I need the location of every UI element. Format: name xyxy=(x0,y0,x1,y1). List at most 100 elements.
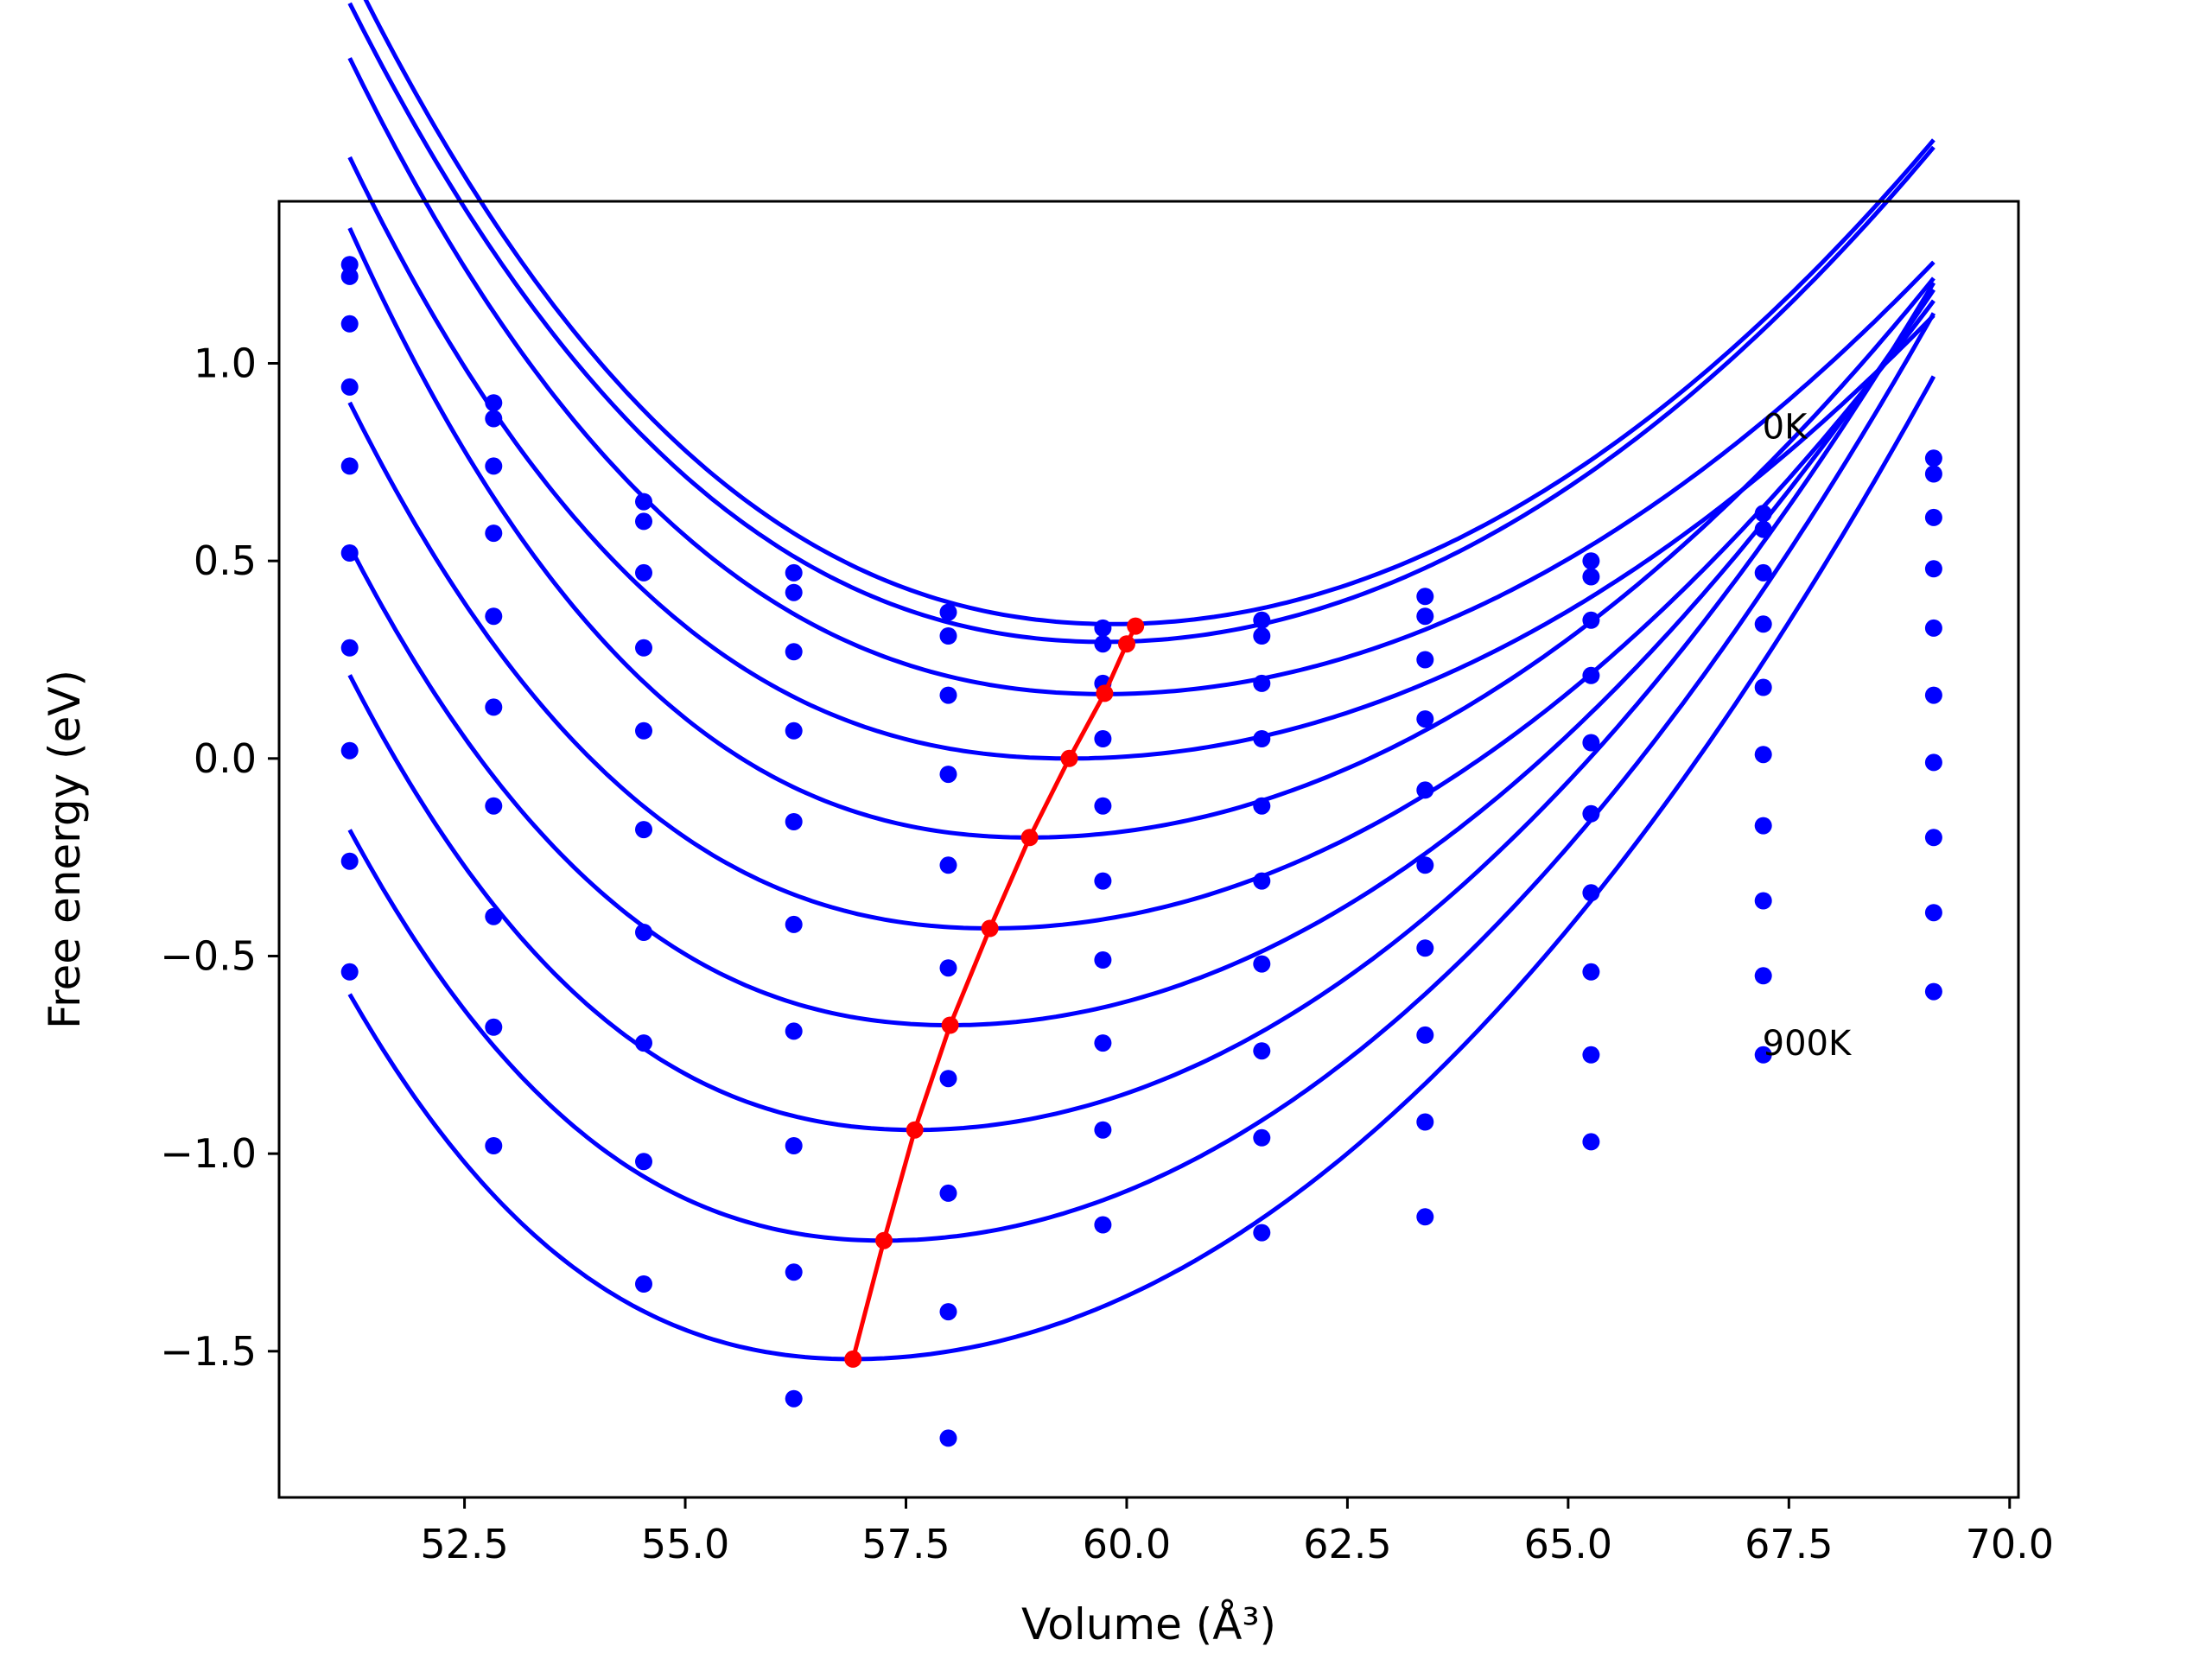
data-point-s8-1 xyxy=(340,741,359,760)
data-point-s8-9 xyxy=(1582,963,1600,981)
data-point-s3-10 xyxy=(1754,563,1772,582)
data-point-s7-5 xyxy=(939,1070,957,1088)
data-point-s5-10 xyxy=(1754,678,1772,696)
y-tick-label-3: −0.5 xyxy=(160,932,257,979)
data-point-s8-8 xyxy=(1416,1026,1434,1044)
x-tick-label-4: 60.0 xyxy=(1083,1521,1171,1567)
data-point-s7-2 xyxy=(485,797,503,815)
annotations: 0K 900K xyxy=(1763,407,1853,1063)
minimum-point-7 xyxy=(941,1016,959,1034)
minimum-point-10 xyxy=(844,1350,862,1368)
data-point-s1-2 xyxy=(485,394,503,412)
axes-frame xyxy=(277,200,2020,1499)
data-point-s1-10 xyxy=(1754,505,1772,523)
x-tick-label-7: 67.5 xyxy=(1745,1521,1833,1567)
data-point-s7-3 xyxy=(635,924,652,941)
data-point-s9-3 xyxy=(635,1153,652,1171)
data-point-s2-11 xyxy=(1924,465,1942,483)
y-tick-label-6: 1.0 xyxy=(194,340,257,387)
data-point-s7-9 xyxy=(1582,884,1600,902)
data-point-s2-10 xyxy=(1754,520,1772,538)
data-point-s3-11 xyxy=(1924,508,1942,526)
data-point-s7-6 xyxy=(1094,951,1112,969)
data-point-s8-2 xyxy=(485,907,503,925)
data-point-s3-3 xyxy=(635,563,652,582)
data-point-s7-7 xyxy=(1253,955,1271,973)
fit-curve-6 xyxy=(347,299,1936,931)
data-point-s6-2 xyxy=(485,698,503,716)
data-point-s5-1 xyxy=(340,457,359,475)
data-point-s9-5 xyxy=(939,1303,957,1321)
data-point-s9-11 xyxy=(1924,904,1942,922)
data-point-s6-5 xyxy=(939,959,957,977)
data-point-s4-4 xyxy=(785,721,803,740)
data-point-s6-10 xyxy=(1754,746,1772,764)
data-point-s9-2 xyxy=(485,1018,503,1036)
data-points xyxy=(340,256,1942,1447)
data-point-s2-7 xyxy=(1253,627,1271,645)
data-point-s9-7 xyxy=(1253,1128,1271,1147)
minimum-path xyxy=(844,617,1145,1368)
data-point-s1-7 xyxy=(1253,611,1271,629)
data-point-s9-9 xyxy=(1582,1046,1600,1064)
data-point-s3-5 xyxy=(939,686,957,704)
data-point-s2-4 xyxy=(785,583,803,601)
data-point-s4-2 xyxy=(485,524,503,543)
x-tick-label-8: 70.0 xyxy=(1966,1521,2054,1567)
data-point-s6-4 xyxy=(785,915,803,933)
data-point-s6-9 xyxy=(1582,804,1600,823)
data-point-s6-1 xyxy=(340,544,359,562)
data-point-s1-11 xyxy=(1924,449,1942,467)
fit-curve-5 xyxy=(347,226,1936,840)
data-point-s8-10 xyxy=(1754,892,1772,910)
data-point-s4-5 xyxy=(939,766,957,784)
data-point-s10-3 xyxy=(635,1275,652,1293)
data-point-s5-6 xyxy=(1094,797,1112,815)
fit-curve-7 xyxy=(347,288,1936,1027)
x-axis-label: Volume (Å³) xyxy=(1021,1599,1276,1649)
data-point-s9-8 xyxy=(1416,1113,1434,1131)
data-point-s9-6 xyxy=(1094,1121,1112,1139)
data-point-s10-7 xyxy=(1253,1224,1271,1242)
minimum-point-4 xyxy=(1060,749,1078,767)
y-axis-label: Free energy (eV) xyxy=(40,670,90,1029)
data-point-s7-4 xyxy=(785,1022,803,1040)
data-point-s1-8 xyxy=(1416,588,1434,606)
x-tick-label-2: 55.0 xyxy=(641,1521,729,1567)
data-point-s1-3 xyxy=(635,493,652,511)
data-point-s4-6 xyxy=(1094,730,1112,747)
data-point-s4-10 xyxy=(1754,615,1772,633)
data-point-s3-9 xyxy=(1582,611,1600,629)
minimum-point-3 xyxy=(1096,684,1114,702)
data-point-s1-6 xyxy=(1094,619,1112,637)
data-point-s8-6 xyxy=(1094,1034,1112,1052)
data-point-s3-1 xyxy=(340,315,359,333)
data-point-s4-9 xyxy=(1582,666,1600,684)
minimum-path-line xyxy=(850,625,1138,1360)
data-point-s5-5 xyxy=(939,856,957,874)
minimum-point-9 xyxy=(875,1231,893,1249)
y-tick-label-2: −1.0 xyxy=(160,1130,257,1177)
data-point-s6-6 xyxy=(1094,872,1112,890)
x-tick-label-1: 52.5 xyxy=(420,1521,508,1567)
data-point-s2-2 xyxy=(485,410,503,428)
minimum-point-8 xyxy=(906,1121,924,1139)
data-point-s8-11 xyxy=(1924,829,1942,847)
x-axis-ticks: 52.5 55.0 57.5 60.0 62.5 65.0 67.5 70.0 xyxy=(420,1497,2054,1567)
y-tick-label-5: 0.5 xyxy=(194,537,257,584)
data-point-s3-2 xyxy=(485,457,503,475)
data-point-s9-10 xyxy=(1754,967,1772,985)
data-point-s3-7 xyxy=(1253,674,1271,692)
data-point-s3-8 xyxy=(1416,651,1434,669)
data-point-s4-7 xyxy=(1253,730,1271,747)
data-point-s4-11 xyxy=(1924,560,1942,578)
data-point-s3-4 xyxy=(785,643,803,661)
y-axis-ticks: −1.5 −1.0 −0.5 0.0 0.5 1.0 xyxy=(160,340,279,1375)
data-point-s4-8 xyxy=(1416,710,1434,728)
data-point-s2-6 xyxy=(1094,635,1112,653)
data-point-s7-11 xyxy=(1924,753,1942,772)
data-point-s8-3 xyxy=(635,1034,652,1052)
fit-curve-10 xyxy=(347,375,1936,1362)
data-point-s2-9 xyxy=(1582,568,1600,586)
